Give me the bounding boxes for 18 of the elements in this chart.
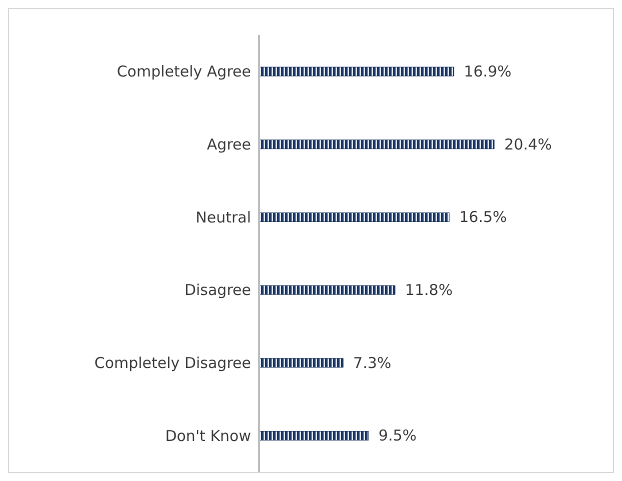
data-label: 20.4% (504, 135, 552, 154)
y-tick-label: Completely Disagree (94, 354, 251, 372)
data-label: 11.8% (405, 281, 453, 300)
data-label: 7.3% (353, 354, 392, 372)
y-tick-label: Completely Agree (116, 62, 251, 81)
y-tick-label: Don't Know (165, 426, 251, 445)
y-tick-label: Neutral (196, 208, 251, 226)
data-label: 9.5% (378, 426, 417, 445)
data-label: 16.9% (464, 62, 512, 81)
bar (259, 212, 450, 222)
bar (259, 66, 454, 76)
bar (259, 140, 494, 150)
y-tick-label: Disagree (184, 281, 251, 300)
y-tick-label: Agree (206, 136, 251, 154)
bar (259, 430, 369, 440)
data-label: 16.5% (459, 208, 507, 226)
bar (259, 358, 344, 368)
bar (259, 285, 396, 295)
